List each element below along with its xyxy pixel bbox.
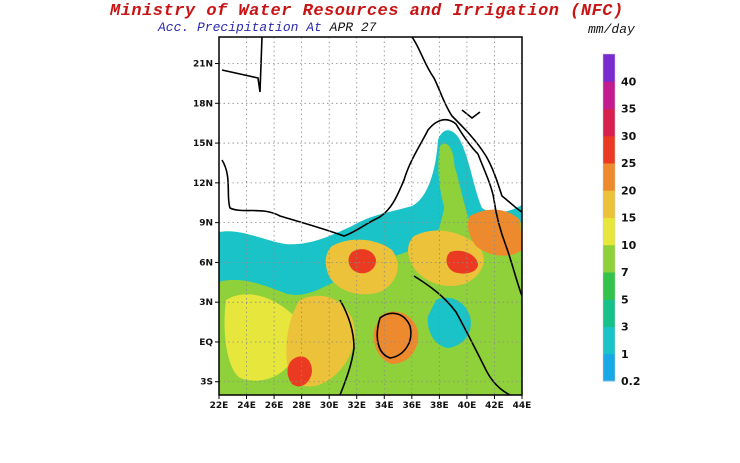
x-tick-label: 34E [375, 401, 394, 411]
colorbar-label: 15 [621, 212, 636, 225]
colorbar-segment [603, 81, 615, 109]
precip-ethiopia-strip [438, 143, 455, 212]
colorbar-segment [603, 54, 615, 82]
x-tick-label: 40E [458, 401, 477, 411]
x-tick-label: 28E [292, 401, 311, 411]
colorbar-label: 3 [621, 321, 629, 334]
border-south-sudan [221, 159, 379, 237]
x-axis: 22E 24E 26E 28E 30E 32E 34E 36E 38E 40E 42E 44E [210, 395, 532, 411]
colorbar-label: 1 [621, 348, 629, 361]
x-tick-label: 24E [237, 401, 256, 411]
y-tick-label: 18N [193, 99, 213, 109]
coast-eritrea [461, 109, 481, 120]
y-tick-label: 9N [199, 219, 213, 229]
colorbar-segment [603, 272, 615, 300]
y-tick-label: EQ [199, 338, 213, 348]
border-ethiopia-west [377, 118, 479, 219]
coast-red-sea [411, 37, 522, 213]
x-tick-label: 22E [210, 401, 229, 411]
x-tick-label: 26E [265, 401, 284, 411]
x-tick-label: 42E [485, 401, 504, 411]
colorbar-label: 20 [621, 184, 637, 197]
colorbar-segment [603, 217, 615, 246]
colorbar-segment [603, 353, 615, 382]
x-tick-label: 30E [320, 401, 339, 411]
y-tick-label: 6N [199, 258, 213, 268]
colorbar-label: 25 [621, 157, 636, 170]
colorbar-label: 0.2 [621, 375, 641, 388]
subtitle-prefix: Acc. Precipitation At [158, 20, 322, 35]
precip-core-south [287, 356, 312, 387]
precip-cell-lowland [427, 297, 471, 348]
precip-core-central [348, 249, 376, 274]
colorbar-label: 7 [621, 266, 629, 279]
map-area [219, 37, 522, 395]
colorbar-segment [603, 299, 615, 327]
units-label: mm/day [588, 22, 635, 37]
precip-cell-lake [373, 311, 419, 364]
map-title: Ministry of Water Resources and Irrigati… [110, 2, 624, 21]
colorbar-frame [602, 53, 616, 382]
colorbar-segment [603, 135, 615, 164]
border-northwest [221, 37, 263, 93]
x-tick-label: 38E [430, 401, 449, 411]
colorbar-segment [603, 244, 615, 273]
map-subtitle: Acc. Precipitation At APR 27 [158, 20, 376, 35]
x-tick-label: 36E [402, 401, 421, 411]
colorbar-label: 5 [621, 293, 629, 306]
colorbar-segment [603, 108, 615, 137]
y-tick-label: 3S [200, 378, 213, 388]
colorbar-label: 40 [621, 75, 637, 88]
colorbar-label: 35 [621, 103, 636, 116]
subtitle-date: APR 27 [329, 20, 377, 35]
gridlines [219, 37, 522, 395]
y-axis: 21N 18N 15N 12N 9N 6N 3N EQ 3S [193, 60, 219, 388]
y-tick-label: 15N [193, 139, 213, 149]
colorbar-segment [603, 190, 615, 218]
colorbar-segment [603, 326, 615, 355]
colorbar-label: 10 [621, 239, 637, 252]
y-tick-label: 21N [193, 60, 213, 70]
y-tick-label: 12N [193, 179, 213, 189]
map-frame [218, 36, 523, 396]
precip-cell-west [224, 294, 301, 381]
x-tick-label: 44E [513, 401, 532, 411]
precipitation-field [219, 130, 522, 395]
lake-victoria [376, 312, 412, 359]
colorbar-label: 30 [621, 130, 637, 143]
border-kenya [413, 275, 511, 395]
precip-cell-northeast [468, 209, 522, 256]
colorbar-segment [603, 163, 615, 191]
y-tick-label: 3N [199, 298, 213, 308]
x-tick-label: 32E [347, 401, 366, 411]
